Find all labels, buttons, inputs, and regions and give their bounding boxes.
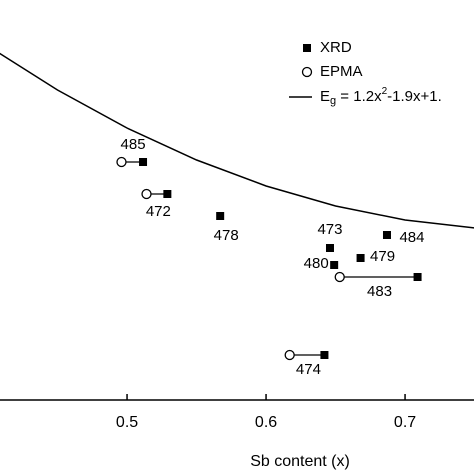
xrd-point (356, 254, 365, 262)
xrd-point (325, 244, 334, 252)
x-tick-label: 0.7 (394, 414, 416, 431)
xrd-point (216, 212, 225, 220)
epma-point (116, 156, 127, 168)
xrd-point (320, 351, 329, 359)
legend-label: Eg = 1.2x2-1.9x+1. (320, 86, 442, 107)
epma-point (334, 271, 345, 283)
point-label: 472 (146, 203, 171, 220)
legend-label-part: E (320, 88, 330, 105)
xrd-point (139, 158, 148, 166)
x-tick-label: 0.5 (116, 414, 138, 431)
xrd-point (413, 273, 422, 281)
point-label: 480 (304, 255, 329, 272)
xrd-point (382, 231, 391, 239)
point-label: 474 (296, 361, 321, 378)
legend-label-part: -1.9x+1. (387, 88, 442, 105)
point-label: 479 (370, 248, 395, 265)
legend-label: XRD (320, 39, 352, 56)
point-label: 483 (367, 283, 392, 300)
point-label: 485 (121, 136, 146, 153)
legend-label-part: 2 (382, 86, 388, 97)
legend-label: EPMA (320, 63, 363, 80)
xrd-point (330, 261, 339, 269)
legend-marker (303, 44, 311, 52)
point-label: 473 (317, 221, 342, 238)
epma-point (284, 349, 295, 361)
fit-curve (0, 52, 474, 229)
epma-point (141, 188, 152, 200)
legend-label-part: = 1.2x (336, 88, 382, 105)
x-axis-label: Sb content (x) (250, 453, 350, 470)
point-label: 484 (399, 229, 424, 246)
legend-label-part: g (330, 95, 336, 107)
x-tick-label: 0.6 (255, 414, 277, 431)
legend-marker (301, 66, 313, 78)
point-label: 478 (214, 227, 239, 244)
xrd-point (163, 190, 172, 198)
